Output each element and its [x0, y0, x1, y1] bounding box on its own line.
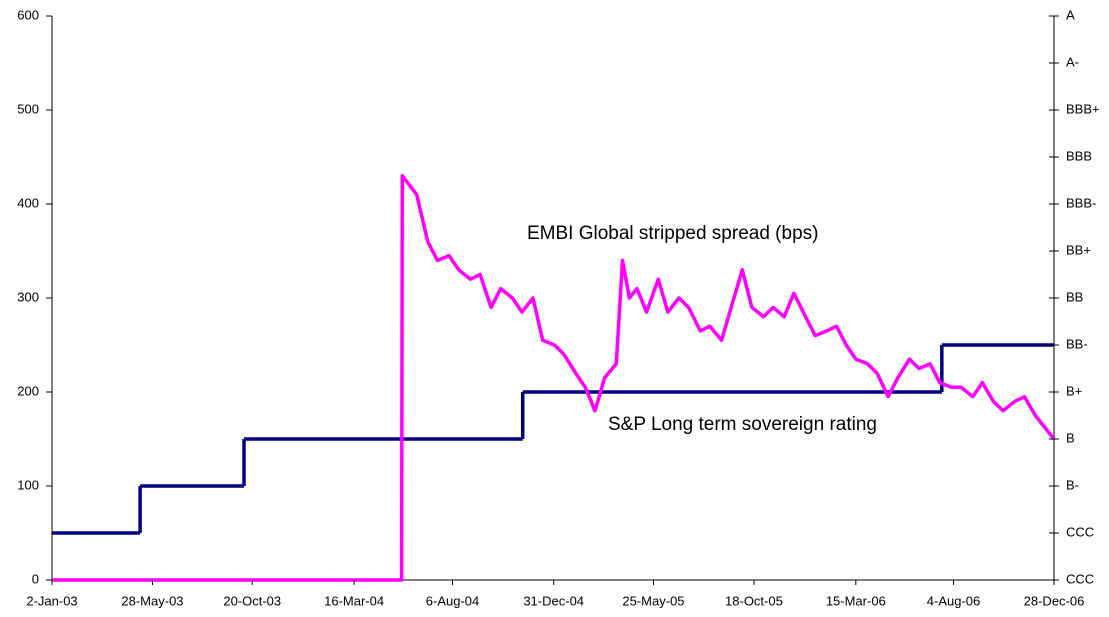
- x-tick-label: 31-Dec-04: [523, 593, 584, 608]
- y2-tick-label: BB+: [1066, 242, 1091, 257]
- y2-tick-label: B: [1066, 430, 1075, 445]
- x-tick-label: 6-Aug-04: [426, 593, 479, 608]
- y-tick-label: 600: [17, 7, 39, 22]
- y-tick-label: 100: [17, 477, 39, 492]
- x-tick-label: 28-May-03: [121, 593, 183, 608]
- x-tick-label: 28-Dec-06: [1024, 593, 1085, 608]
- x-tick-label: 18-Oct-05: [725, 593, 783, 608]
- x-tick-label: 4-Aug-06: [927, 593, 980, 608]
- y2-tick-label: A-: [1066, 54, 1079, 69]
- y2-tick-label: B-: [1066, 477, 1079, 492]
- y2-tick-label: BBB-: [1066, 195, 1096, 210]
- y2-tick-label: CCC: [1066, 524, 1094, 539]
- x-tick-label: 20-Oct-03: [223, 593, 281, 608]
- y2-tick-label: A: [1066, 7, 1075, 22]
- y2-tick-label: BBB: [1066, 148, 1092, 163]
- annotation: S&P Long term sovereign rating: [608, 414, 877, 435]
- x-tick-label: 25-May-05: [622, 593, 684, 608]
- y2-tick-label: B+: [1066, 383, 1082, 398]
- y2-tick-label: BB-: [1066, 336, 1088, 351]
- y2-tick-label: CCC: [1066, 571, 1094, 586]
- y2-tick-label: BB: [1066, 289, 1083, 304]
- y-tick-label: 200: [17, 383, 39, 398]
- annotation: EMBI Global stripped spread (bps): [527, 223, 818, 244]
- x-tick-label: 2-Jan-03: [26, 593, 77, 608]
- y-tick-label: 500: [17, 101, 39, 116]
- x-tick-label: 15-Mar-06: [826, 593, 886, 608]
- plot: [52, 174, 1056, 582]
- y-tick-label: 400: [17, 195, 39, 210]
- spread-line: [52, 174, 1056, 582]
- y-tick-label: 0: [32, 571, 39, 586]
- x-tick-label: 16-Mar-04: [324, 593, 384, 608]
- y-tick-label: 300: [17, 289, 39, 304]
- y2-tick-label: BBB+: [1066, 101, 1100, 116]
